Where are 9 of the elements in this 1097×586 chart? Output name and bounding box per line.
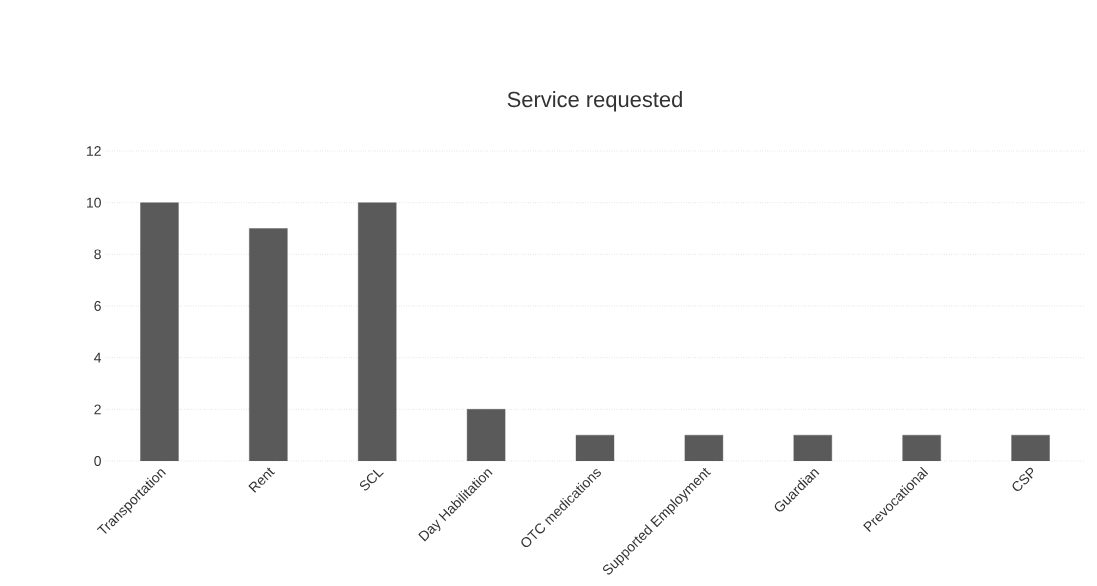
chart-title: Service requested [507,91,682,112]
x-tick-label: SCL [359,469,384,491]
y-tick-label: 12 [87,146,101,156]
y-tick-label: 0 [94,456,101,466]
y-tick-label: 4 [94,352,102,363]
y-tick-label: 2 [94,404,101,415]
y-tick-label: 8 [94,249,101,260]
y-tick-label: 10 [87,197,101,208]
y-tick-label: 6 [94,301,101,311]
